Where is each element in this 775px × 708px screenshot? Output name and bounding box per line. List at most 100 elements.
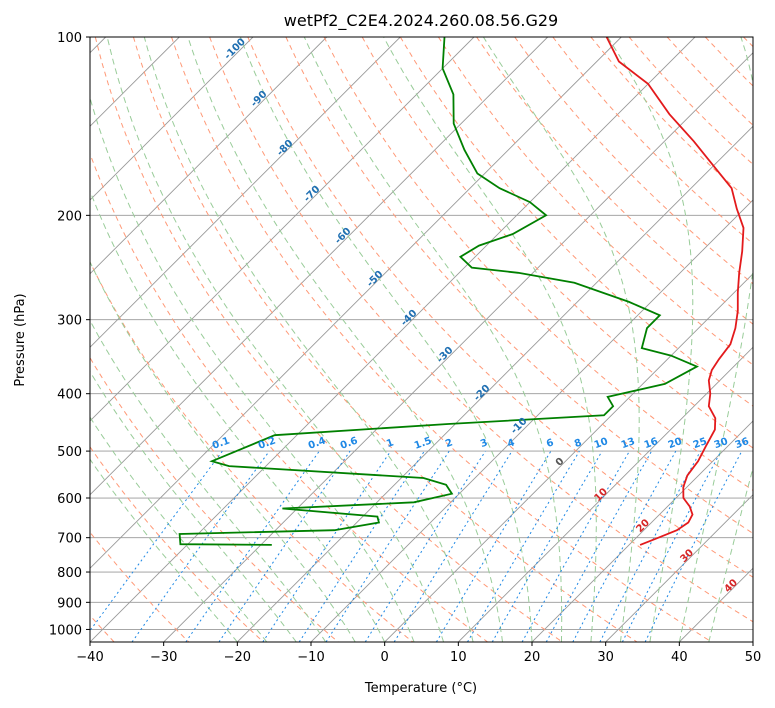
moist-adiabat-line xyxy=(90,458,238,642)
dry-adiabat-line xyxy=(90,152,488,642)
dry-adiabat-line xyxy=(90,531,190,642)
x-tick-label: 50 xyxy=(745,650,762,665)
dry-adiabat-label: 0 xyxy=(554,456,567,469)
y-tick-label: 100 xyxy=(57,31,82,46)
mixing-ratio-label: 25 xyxy=(692,436,709,451)
dry-adiabat-line xyxy=(743,37,753,48)
x-tick-label: 10 xyxy=(450,650,467,665)
x-tick-label: −30 xyxy=(150,650,177,665)
mixing-ratio-label: 6 xyxy=(545,437,555,450)
isotherm-line xyxy=(236,125,753,642)
moist-adiabat-line xyxy=(90,319,327,642)
y-tick-label: 1000 xyxy=(49,623,82,638)
y-tick-label: 200 xyxy=(57,209,82,224)
mixing-ratio-label: 0.1 xyxy=(211,435,231,451)
mixing-ratio-label: 8 xyxy=(573,437,583,450)
moist-adiabat-line xyxy=(239,37,533,642)
mixing-ratio-line xyxy=(325,450,450,642)
isotherm-line xyxy=(678,567,753,642)
dry-adiabat-label: -30 xyxy=(435,345,456,366)
y-tick-label: 700 xyxy=(57,532,82,547)
chart-title: wetPf2_C2E4.2024.260.08.56.G29 xyxy=(284,11,558,31)
y-axis-ticks: 100 200 300 400 500 600 700 800 900 1000 xyxy=(49,31,90,638)
temperature-line xyxy=(605,37,745,546)
mixing-ratio-line xyxy=(185,450,320,642)
x-tick-label: 20 xyxy=(524,650,541,665)
isotherm-line xyxy=(90,37,622,569)
dry-adiabat-label: -80 xyxy=(275,138,296,159)
x-tick-label: −10 xyxy=(297,650,324,665)
dry-adiabat-line xyxy=(90,260,414,642)
moist-adiabat-line xyxy=(90,189,386,642)
mixing-ratio-line xyxy=(572,450,677,642)
y-tick-label: 900 xyxy=(57,596,82,611)
dry-adiabat-line xyxy=(209,37,753,623)
mixing-ratio-line xyxy=(545,450,653,642)
y-tick-label: 500 xyxy=(57,445,82,460)
isotherm-line xyxy=(531,420,753,642)
mixing-ratio-line xyxy=(131,450,270,642)
mixing-ratio-label: 2 xyxy=(444,437,454,450)
moist-adiabat-line xyxy=(482,37,640,642)
isotherm-line xyxy=(457,346,753,642)
dry-adiabat-line xyxy=(552,37,753,245)
mixing-ratio-line xyxy=(90,450,223,632)
isotherm-line xyxy=(90,37,549,496)
moist-adiabat-line xyxy=(90,260,356,642)
plot-frame xyxy=(89,36,754,643)
isotherm-line xyxy=(605,494,753,642)
dry-adiabat-label: 30 xyxy=(678,547,696,565)
mixing-ratio-label: 36 xyxy=(734,436,751,451)
y-axis-label: Pressure (hPa) xyxy=(13,293,28,386)
dewpoint-line xyxy=(178,37,699,546)
mixing-ratio-line xyxy=(218,450,351,642)
moist-adiabat-line xyxy=(143,37,474,642)
dry-adiabat-line xyxy=(94,37,563,642)
dry-adiabat-line xyxy=(590,37,753,205)
moist-adiabat-line xyxy=(383,37,597,642)
mixing-ratio-line xyxy=(298,450,425,642)
mixing-ratio-line xyxy=(364,450,486,642)
isotherm-line xyxy=(90,37,401,348)
mixing-ratio-label: 1 xyxy=(385,437,395,450)
isotherm-line xyxy=(752,641,753,642)
mixing-ratio-label: 0.4 xyxy=(307,435,327,451)
dry-adiabat-label: -70 xyxy=(302,184,323,205)
moist-adiabat-line xyxy=(678,37,753,642)
mixing-ratio-label: 4 xyxy=(506,437,516,450)
moist-adiabat-line xyxy=(106,37,445,642)
mixing-ratio-label: 10 xyxy=(593,436,610,451)
isotherm-line xyxy=(310,199,753,642)
isotherm-line xyxy=(384,273,753,642)
mixing-ratio-label: 3 xyxy=(479,437,489,450)
line-labels: -100-90-80-70-60-50-40-30-20-10010203040… xyxy=(211,36,751,595)
dry-adiabat-line xyxy=(437,37,753,366)
background-lines xyxy=(90,37,753,642)
dry-adiabat-label: -50 xyxy=(365,269,386,290)
mixing-ratio-line xyxy=(393,450,513,642)
dry-adiabat-line xyxy=(704,37,753,87)
x-tick-label: −40 xyxy=(76,650,103,665)
x-tick-label: 40 xyxy=(671,650,688,665)
dry-adiabat-line xyxy=(399,37,753,407)
moist-adiabat-line xyxy=(708,466,753,642)
moist-adiabat-line xyxy=(90,96,415,642)
moist-adiabat-line xyxy=(90,370,297,642)
y-tick-label: 600 xyxy=(57,492,82,507)
x-tick-label: −20 xyxy=(224,650,251,665)
dry-adiabat-line xyxy=(90,356,339,642)
y-tick-label: 300 xyxy=(57,314,82,329)
mixing-ratio-line xyxy=(491,450,603,642)
mixing-ratio-line xyxy=(521,450,630,642)
x-tick-label: 30 xyxy=(597,650,614,665)
dry-adiabat-line xyxy=(90,446,264,642)
dry-adiabat-line xyxy=(171,37,712,642)
mixing-ratio-line xyxy=(644,450,743,642)
mixing-ratio-label: 16 xyxy=(643,436,660,451)
mixing-ratio-line xyxy=(262,450,392,642)
isotherm-line xyxy=(90,37,254,201)
mixing-ratio-label: 13 xyxy=(620,436,637,451)
isotherm-line xyxy=(90,37,696,642)
x-tick-label: 0 xyxy=(381,650,389,665)
dry-adiabat-label: -40 xyxy=(399,308,420,329)
